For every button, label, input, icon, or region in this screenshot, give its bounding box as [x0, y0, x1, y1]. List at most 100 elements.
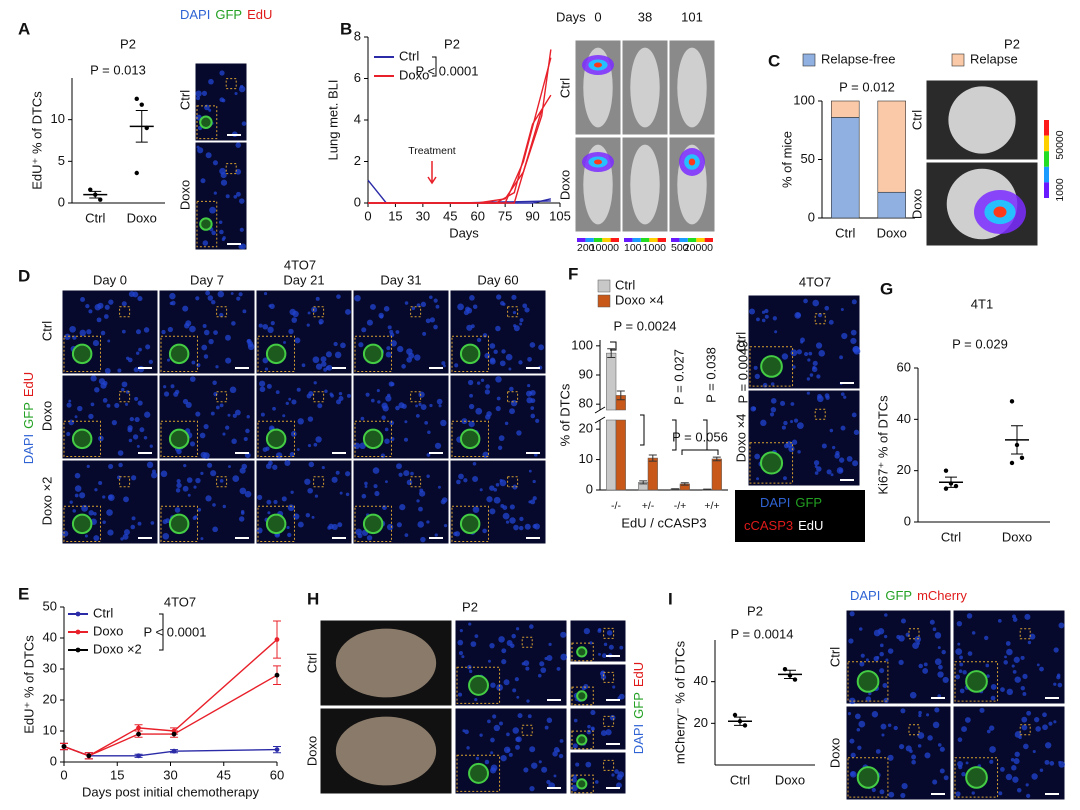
nucleus: [358, 342, 364, 348]
nucleus: [502, 302, 506, 306]
nucleus: [195, 90, 202, 97]
inset-box: [571, 642, 594, 662]
nucleus: [86, 329, 92, 335]
inset-box: [571, 686, 594, 706]
nucleus: [125, 402, 129, 406]
nucleus: [418, 391, 425, 398]
nucleus: [429, 317, 435, 323]
nucleus: [812, 360, 818, 366]
row-label: Ctrl: [39, 321, 54, 341]
nucleus: [202, 240, 209, 246]
nucleus: [441, 497, 448, 503]
nucleus: [529, 746, 536, 753]
nucleus: [917, 744, 922, 748]
nucleus: [306, 323, 310, 327]
nucleus: [454, 531, 461, 537]
nucleus: [900, 792, 906, 798]
nucleus: [1011, 664, 1015, 668]
bar-part: [615, 419, 626, 491]
channel-name: DAPI: [631, 724, 646, 754]
nucleus: [454, 363, 459, 368]
nucleus: [286, 525, 290, 530]
nucleus: [166, 358, 171, 362]
nucleus: [885, 658, 889, 662]
nucleus: [857, 745, 862, 750]
nucleus: [163, 391, 170, 397]
nucleus: [205, 290, 211, 296]
nucleus: [790, 349, 798, 357]
nucleus: [422, 331, 427, 336]
nucleus: [313, 442, 318, 447]
nucleus: [941, 649, 946, 655]
nucleus: [236, 191, 241, 197]
nucleus: [435, 304, 440, 309]
nucleus: [958, 669, 963, 673]
nucleus: [585, 761, 592, 768]
nucleus: [385, 351, 392, 358]
nucleus: [586, 729, 592, 735]
marker: [274, 747, 280, 752]
legend-swatch: [597, 279, 611, 293]
nucleus: [529, 624, 534, 629]
bar-part: [711, 458, 722, 491]
nucleus: [509, 504, 515, 510]
nucleus: [207, 462, 213, 468]
nucleus: [461, 655, 465, 659]
nucleus: [523, 660, 530, 667]
nucleus: [790, 420, 794, 424]
line: [63, 674, 278, 757]
nucleus: [538, 760, 542, 764]
nucleus: [611, 773, 615, 777]
nucleus: [275, 390, 280, 395]
nucleus: [965, 761, 969, 765]
marker: [136, 725, 141, 731]
nucleus: [215, 365, 219, 369]
nucleus: [290, 490, 294, 494]
axis-break: [594, 406, 606, 424]
y-tick-label: 50: [43, 598, 57, 613]
marker: [274, 637, 280, 642]
nucleus: [186, 477, 193, 483]
cell: [71, 428, 93, 450]
color-scale: [1044, 166, 1049, 183]
nucleus: [476, 381, 481, 385]
nucleus: [418, 506, 423, 512]
nucleus: [526, 397, 533, 404]
nucleus: [117, 368, 122, 373]
color-scale: [1044, 151, 1049, 167]
nucleus: [364, 481, 368, 486]
channel-name: GFP: [215, 7, 242, 22]
nucleus: [956, 620, 963, 627]
nucleus: [74, 485, 82, 492]
nucleus: [1039, 666, 1044, 672]
nucleus: [774, 330, 778, 334]
nucleus: [598, 652, 601, 656]
nucleus: [816, 374, 821, 379]
channel-label: DAPI GFP EdU: [631, 662, 646, 754]
nucleus: [220, 179, 228, 186]
nucleus: [420, 404, 427, 411]
x-tick-label: -/-: [611, 500, 621, 512]
nucleus: [914, 636, 922, 643]
nucleus: [66, 431, 71, 437]
cell: [265, 513, 287, 535]
nucleus: [398, 402, 405, 409]
nucleus: [1012, 614, 1016, 619]
nucleus: [386, 346, 391, 351]
nucleus: [901, 783, 908, 790]
nucleus: [270, 321, 275, 326]
nucleus: [365, 392, 370, 397]
nucleus: [753, 365, 758, 370]
annotation: P < 0.0001: [415, 63, 478, 78]
nucleus: [985, 663, 990, 668]
nucleus: [495, 325, 501, 332]
nucleus: [1021, 716, 1028, 723]
nucleus: [370, 398, 375, 403]
nucleus: [512, 688, 517, 693]
line: [367, 179, 552, 204]
nucleus: [847, 712, 852, 716]
nucleus: [354, 294, 361, 302]
nucleus: [290, 430, 297, 437]
nucleus: [553, 747, 560, 753]
bar-segment: [830, 117, 860, 219]
